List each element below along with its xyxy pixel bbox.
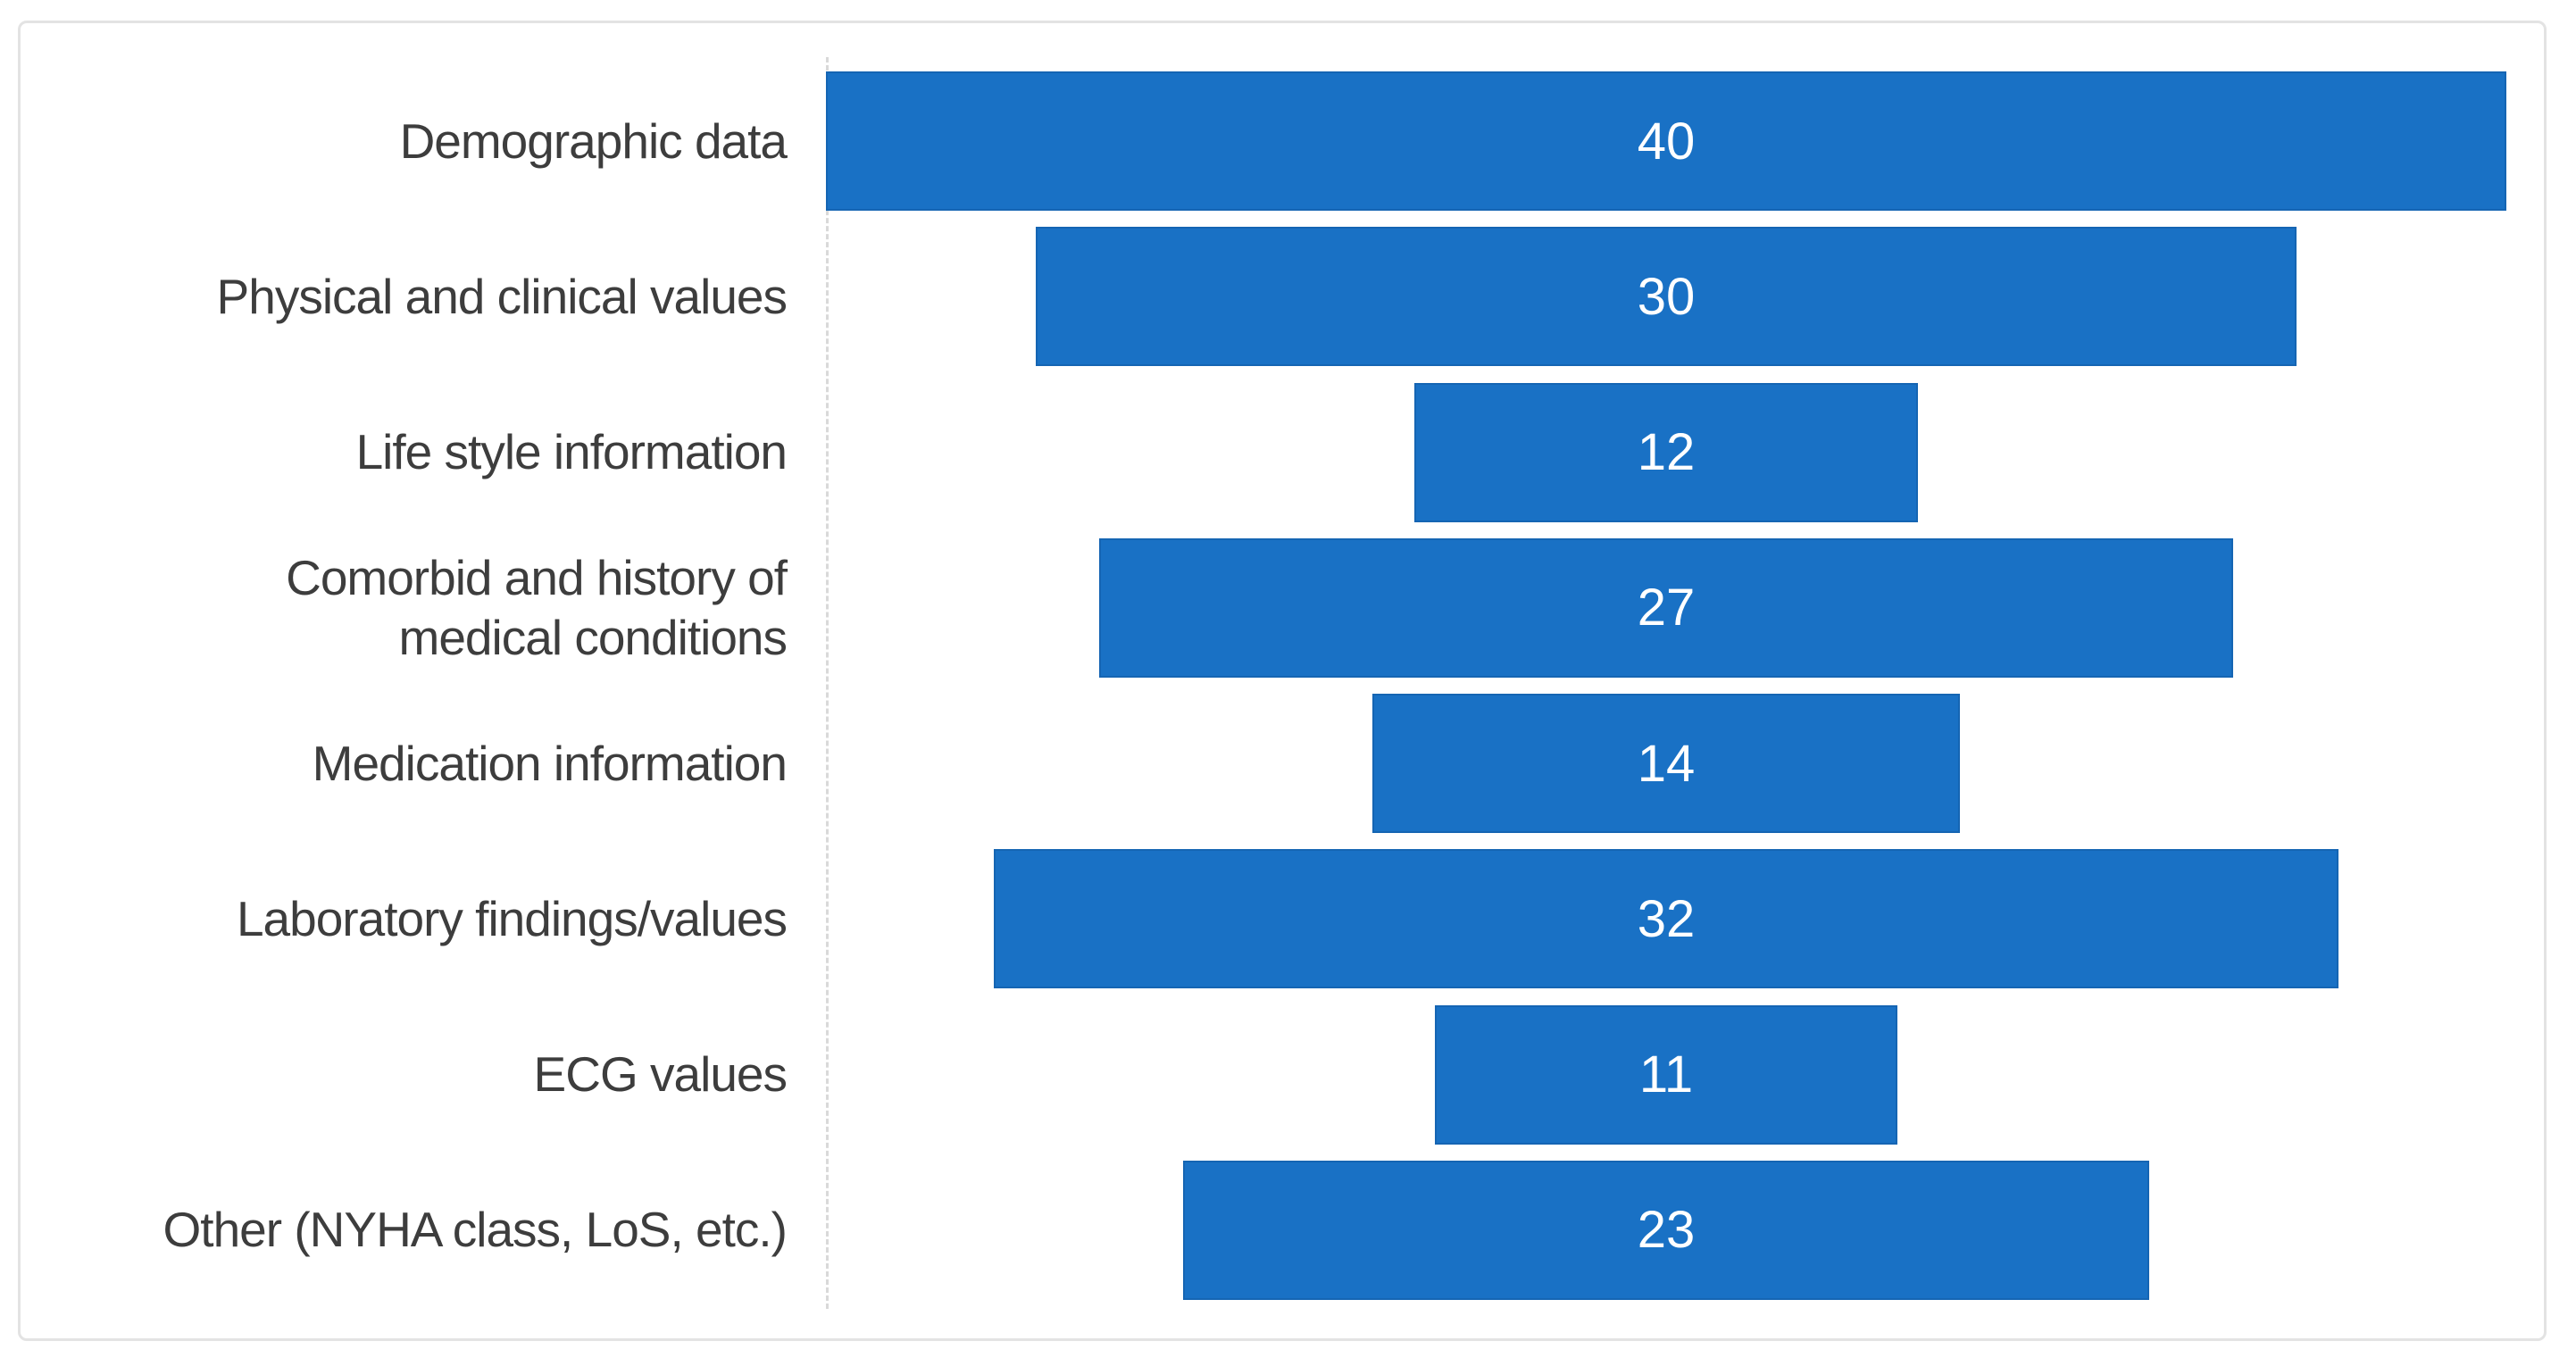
category-label: Life style information <box>355 424 788 480</box>
plot-cell: 40 <box>826 63 2506 219</box>
funnel-row: Physical and clinical values 30 <box>21 219 2544 374</box>
funnel-bar: 12 <box>1413 382 1919 522</box>
category-label: Laboratory findings/values <box>236 890 788 946</box>
funnel-bar: 30 <box>1036 227 2297 367</box>
chart-rows: Demographic data 40 Physical and clinica… <box>21 63 2544 1308</box>
plot-cell: 11 <box>826 997 2506 1153</box>
plot-cell: 23 <box>826 1153 2506 1308</box>
category-label: Medication information <box>312 735 788 791</box>
funnel-row: ECG values 11 <box>21 997 2544 1153</box>
funnel-bar: 11 <box>1435 1004 1897 1145</box>
plot-cell: 30 <box>826 219 2506 374</box>
funnel-row: Laboratory findings/values 32 <box>21 841 2544 996</box>
funnel-row: Life style information 12 <box>21 375 2544 530</box>
category-label: Physical and clinical values <box>216 268 788 324</box>
bar-value-label: 11 <box>1638 1045 1694 1104</box>
plot-cell: 12 <box>826 375 2506 530</box>
category-label: Other (NYHA class, LoS, etc.) <box>163 1202 788 1258</box>
funnel-row: Medication information 14 <box>21 686 2544 841</box>
funnel-bar: 32 <box>994 849 2338 989</box>
bar-value-label: 14 <box>1637 734 1696 793</box>
category-label: ECG values <box>533 1046 788 1103</box>
plot-cell: 14 <box>826 686 2506 841</box>
bar-value-label: 23 <box>1637 1201 1696 1260</box>
category-label: Demographic data <box>399 112 788 169</box>
funnel-bar: 27 <box>1098 537 2234 678</box>
plot-cell: 27 <box>826 530 2506 686</box>
funnel-bar: 23 <box>1182 1160 2150 1300</box>
bar-value-label: 27 <box>1637 579 1696 637</box>
chart-frame: Demographic data 40 Physical and clinica… <box>18 21 2547 1341</box>
funnel-row: Comorbid and history of medical conditio… <box>21 530 2544 686</box>
funnel-row: Other (NYHA class, LoS, etc.) 23 <box>21 1153 2544 1308</box>
funnel-row: Demographic data 40 <box>21 63 2544 219</box>
funnel-bar: 40 <box>826 71 2506 212</box>
bar-value-label: 12 <box>1637 423 1696 482</box>
category-label: Comorbid and history of medical conditio… <box>286 549 788 665</box>
bar-value-label: 32 <box>1637 889 1696 948</box>
bar-value-label: 30 <box>1637 267 1696 326</box>
plot-cell: 32 <box>826 841 2506 996</box>
funnel-bar: 14 <box>1371 694 1961 834</box>
bar-value-label: 40 <box>1637 112 1696 171</box>
category-axis-line <box>826 57 829 1309</box>
